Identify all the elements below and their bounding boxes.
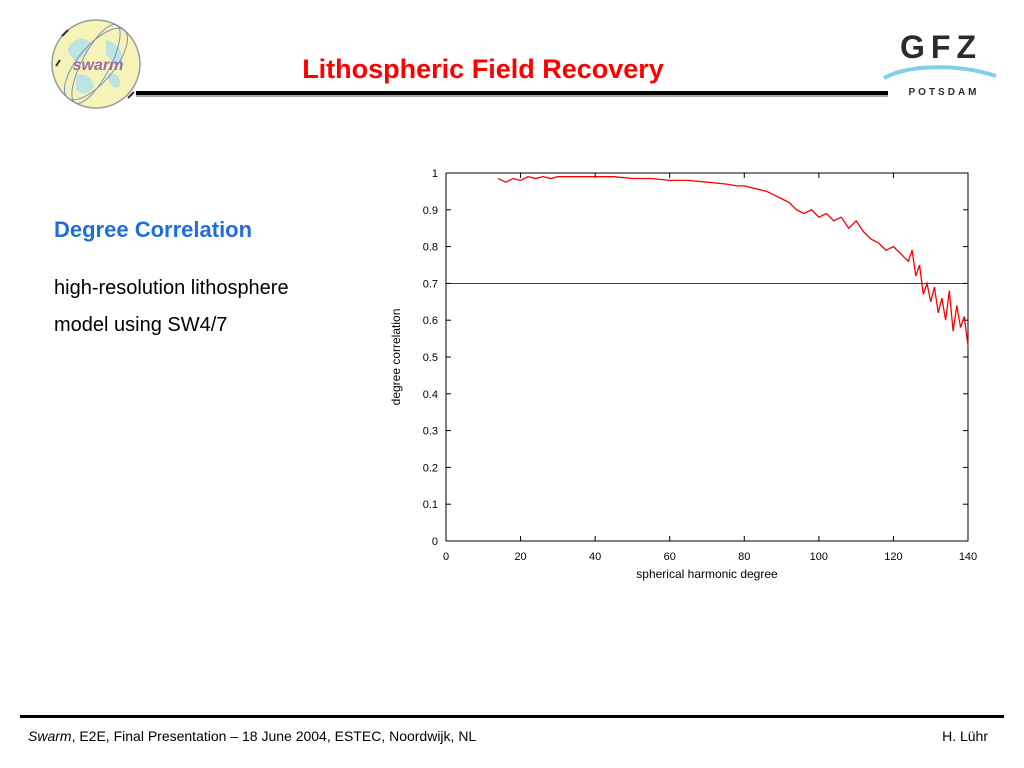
description-line-2: model using SW4/7 xyxy=(54,314,228,336)
y-tick-label: 0.3 xyxy=(423,426,438,438)
description: high-resolution lithosphere model using … xyxy=(54,270,374,344)
y-tick-label: 0.7 xyxy=(423,278,438,290)
y-tick-label: 0.2 xyxy=(423,462,438,474)
y-tick-label: 1 xyxy=(432,168,438,180)
y-tick-label: 0.8 xyxy=(423,242,438,254)
swarm-logo-text: swarm xyxy=(73,57,124,74)
y-tick-label: 0.5 xyxy=(423,352,438,364)
x-tick-label: 80 xyxy=(738,551,750,563)
y-tick-label: 0.9 xyxy=(423,205,438,217)
gfz-logo-subtext: Potsdam xyxy=(909,87,980,98)
x-axis-label: spherical harmonic degree xyxy=(636,567,778,581)
x-tick-label: 60 xyxy=(664,551,676,563)
header-rule xyxy=(136,91,888,95)
y-tick-label: 0 xyxy=(432,536,438,548)
header-rule-shadow xyxy=(136,94,888,97)
swarm-logo: swarm xyxy=(51,19,141,109)
degree-correlation-chart: 0 20 40 60 80 100 120 140 0 0.1 0.2 0.3 0.4 0.5 0.6 0.7… xyxy=(389,168,977,581)
y-tick-label: 0.6 xyxy=(423,315,438,327)
x-tick-label: 0 xyxy=(443,551,449,563)
footer-italic: Swarm xyxy=(28,728,72,744)
footer-details: , E2E, Final Presentation – 18 June 2004… xyxy=(71,728,477,744)
y-tick-label: 0.1 xyxy=(423,499,438,511)
plot-frame xyxy=(445,172,969,542)
footer-text: Swarm, E2E, Final Presentation – 18 June… xyxy=(28,728,476,744)
x-tick-label: 120 xyxy=(884,551,902,563)
footer-rule xyxy=(20,715,1004,718)
footer-author: H. Lühr xyxy=(942,728,988,744)
y-axis-label: degree correlation xyxy=(389,309,403,406)
series-line xyxy=(497,175,969,347)
page-title: Lithospheric Field Recovery xyxy=(302,54,664,84)
x-tick-label: 20 xyxy=(514,551,526,563)
x-tick-label: 100 xyxy=(810,551,828,563)
x-tick-label: 40 xyxy=(589,551,601,563)
x-tick-label: 140 xyxy=(959,551,977,563)
description-line-1: high-resolution lithosphere xyxy=(54,277,289,299)
y-tick-label: 0.4 xyxy=(423,389,438,401)
section-subtitle: Degree Correlation xyxy=(54,217,253,242)
gfz-logo-text: GFZ xyxy=(900,29,982,65)
gfz-logo: GFZ Potsdam xyxy=(883,29,997,98)
